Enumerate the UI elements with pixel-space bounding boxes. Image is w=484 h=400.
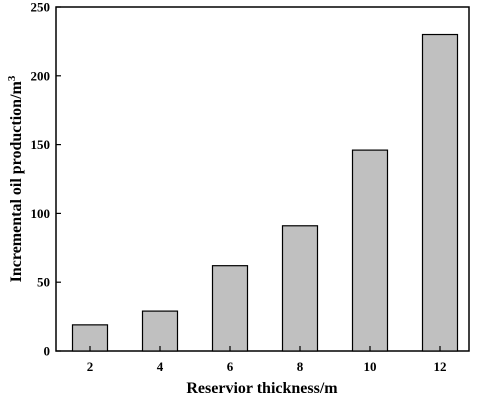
bar-12 [421,33,459,352]
bar-8 [281,225,319,352]
x-tick-label: 4 [157,359,164,374]
y-axis-title: Incremental oil production/m3 [6,75,25,282]
x-tick-label: 2 [87,359,94,374]
y-tick-label: 100 [31,206,51,221]
y-axis-title-superscript: 3 [6,75,18,81]
y-tick-label: 0 [44,344,51,359]
x-tick-label: 8 [297,359,304,374]
y-tick-label: 50 [37,275,50,290]
bar-4 [141,310,179,352]
bar-6 [211,265,249,352]
x-tick-label: 12 [434,359,447,374]
bars [71,33,459,352]
x-axis-ticks: 2 4 6 8 10 12 [87,346,447,374]
plot-frame [55,6,470,352]
y-tick-label: 150 [31,137,51,152]
x-axis-title: Reservior thickness/m [186,380,338,397]
y-axis-ticks: 0 50 100 150 200 250 [31,0,61,359]
y-tick-label: 200 [31,68,51,83]
x-tick-label: 10 [364,359,377,374]
bar-10 [351,149,389,352]
y-axis-title-text: Incremental oil production/m [8,80,25,282]
x-tick-label: 6 [227,359,234,374]
y-tick-label: 250 [31,0,51,15]
